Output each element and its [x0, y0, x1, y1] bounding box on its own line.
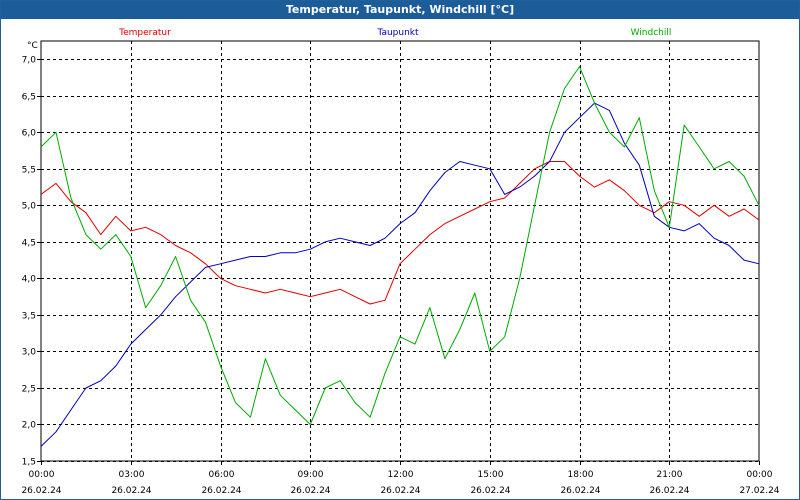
x-tick-time: 12:00 — [388, 470, 414, 480]
chart-title: Temperatur, Taupunkt, Windchill [°C] — [1, 1, 799, 19]
x-tick-date: 26.02.24 — [111, 486, 151, 496]
y-tick-label: 1,5 — [22, 458, 36, 468]
series-line-taupunkt — [40, 102, 760, 447]
y-axis-label: °C — [27, 41, 38, 51]
y-tick-label: 7,0 — [22, 56, 37, 66]
legend-taupunkt: Taupunkt — [376, 28, 419, 38]
y-tick-label: 3,0 — [22, 348, 37, 358]
grid — [41, 41, 759, 462]
legend-temperatur: Temperatur — [118, 28, 171, 38]
series-line-temperatur — [40, 161, 760, 305]
axis-labels: 1,5 2,0 2,5 3,0 3,5 4,0 4,5 5,0 5,5 6,0 6,5 7,0 00:0… — [21, 56, 779, 497]
x-tick-date: 26.02.24 — [21, 486, 61, 496]
x-tick-time: 00:00 — [29, 470, 55, 480]
x-tick-time: 00:00 — [747, 470, 773, 480]
x-tick-time: 09:00 — [298, 470, 324, 480]
x-tick-time: 03:00 — [119, 470, 145, 480]
legend: Temperatur Taupunkt Windchill — [118, 28, 671, 38]
y-tick-label: 3,5 — [22, 312, 36, 322]
x-tick-date: 26.02.24 — [290, 486, 330, 496]
x-tick-time: 15:00 — [478, 470, 504, 480]
series-line-windchill — [40, 66, 760, 425]
x-tick-time: 18:00 — [568, 470, 594, 480]
x-tick-date: 26.02.24 — [470, 486, 510, 496]
x-tick-time: 06:00 — [209, 470, 235, 480]
x-tick-date: 26.02.24 — [560, 486, 600, 496]
x-tick-date: 26.02.24 — [380, 486, 420, 496]
y-tick-label: 6,5 — [22, 93, 36, 103]
legend-windchill: Windchill — [631, 28, 672, 38]
y-tick-label: 2,5 — [22, 385, 36, 395]
x-tick-date: 26.02.24 — [201, 486, 241, 496]
x-tick-date: 27.02.24 — [739, 486, 779, 496]
y-tick-label: 5,0 — [22, 202, 37, 212]
series-lines — [40, 66, 760, 447]
y-tick-label: 2,0 — [22, 421, 37, 431]
y-tick-label: 4,5 — [22, 239, 36, 249]
x-tick-time: 21:00 — [657, 470, 683, 480]
y-tick-label: 6,0 — [22, 129, 37, 139]
y-tick-label: 4,0 — [22, 275, 37, 285]
y-tick-label: 5,5 — [22, 166, 36, 176]
x-tick-date: 26.02.24 — [649, 486, 689, 496]
